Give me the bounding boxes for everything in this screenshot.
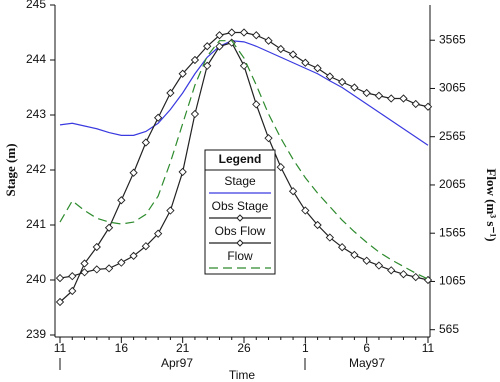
data-point <box>227 38 236 47</box>
data-point <box>153 113 163 122</box>
data-point <box>203 42 212 51</box>
legend-title: Legend <box>219 152 262 166</box>
data-point <box>68 286 77 296</box>
y-tick-label: 242 <box>26 162 46 176</box>
data-point <box>399 94 408 103</box>
data-point <box>129 251 138 261</box>
series-line <box>59 40 429 280</box>
y-tick-label: 241 <box>26 217 46 231</box>
data-point <box>337 243 347 252</box>
data-point <box>288 187 298 196</box>
data-point <box>117 196 126 205</box>
x-tick-label: 11 <box>54 341 67 355</box>
data-point <box>166 88 175 98</box>
data-point <box>325 72 335 81</box>
data-point <box>350 83 359 92</box>
data-point <box>350 250 359 260</box>
data-point <box>141 138 151 147</box>
legend-label: Obs Flow <box>215 224 266 238</box>
y-tick-label: 239 <box>26 327 46 341</box>
data-point <box>215 42 224 51</box>
data-point <box>68 272 77 281</box>
data-point <box>215 31 224 40</box>
data-point <box>117 258 126 267</box>
legend-label: Flow <box>227 249 253 263</box>
legend-label: Obs Stage <box>212 199 269 213</box>
x-axis-label: Time <box>229 368 256 382</box>
x-tick-label: 21 <box>176 341 190 355</box>
data-point <box>264 36 273 45</box>
x-tick-label: 16 <box>115 341 129 355</box>
data-point <box>362 88 371 98</box>
data-point <box>387 94 396 103</box>
legend-label: Stage <box>224 174 256 188</box>
y2-tick-label: 1565 <box>439 225 466 239</box>
data-point <box>104 264 114 273</box>
data-point <box>55 297 65 307</box>
data-point <box>411 99 420 109</box>
data-point <box>276 44 285 54</box>
x-tick-label: 1 <box>302 341 309 355</box>
data-point <box>313 64 322 73</box>
data-point <box>337 77 347 87</box>
data-point <box>92 242 101 252</box>
data-point <box>362 256 371 265</box>
x-tick-label: 6 <box>363 341 370 355</box>
y2-tick-label: 3565 <box>439 32 466 46</box>
y2-tick-label: 2565 <box>439 129 466 143</box>
data-point <box>203 61 212 70</box>
data-point <box>301 206 310 215</box>
data-point <box>423 102 433 111</box>
data-point <box>190 55 200 65</box>
data-point <box>313 220 322 230</box>
data-point <box>129 168 138 177</box>
data-point <box>190 109 200 119</box>
data-point <box>252 100 261 109</box>
data-point <box>387 266 396 275</box>
x-tick-label: 11 <box>422 341 435 355</box>
data-point <box>141 242 151 251</box>
data-point <box>80 268 89 277</box>
y-tick-label: 240 <box>26 272 46 286</box>
data-point <box>178 167 187 177</box>
month-label: Apr97 <box>161 356 193 370</box>
y2-axis-label: Flow (m³ s⁻¹) <box>484 168 499 241</box>
y-tick-label: 243 <box>26 107 46 121</box>
y2-tick-label: 2065 <box>439 177 466 191</box>
legend: Legend Stage Obs Stage Obs Flow Flow <box>204 149 276 275</box>
y-tick-label: 245 <box>26 0 46 11</box>
data-point <box>411 272 420 282</box>
data-point <box>301 58 310 67</box>
data-point <box>80 259 89 268</box>
data-point <box>264 134 273 143</box>
data-point <box>276 162 285 172</box>
data-point <box>153 229 163 238</box>
data-point <box>288 50 298 59</box>
month-label: May97 <box>349 356 385 370</box>
data-point <box>178 69 187 78</box>
y-axis-label: Stage (m) <box>3 143 18 196</box>
y-tick-label: 244 <box>26 52 46 66</box>
data-point <box>227 28 236 37</box>
y2-tick-label: 3065 <box>439 81 466 95</box>
data-point <box>252 31 261 40</box>
data-point <box>325 233 335 242</box>
y2-tick-label: 1065 <box>439 274 466 288</box>
legend-marker <box>236 214 244 222</box>
legend-box <box>204 149 276 275</box>
data-point <box>399 270 408 279</box>
y2-tick-label: 565 <box>439 322 459 336</box>
data-point <box>374 91 384 100</box>
legend-marker <box>236 239 244 247</box>
x-tick-label: 26 <box>237 341 251 355</box>
data-point <box>166 206 175 215</box>
series-line <box>59 40 429 146</box>
data-point <box>92 265 101 274</box>
data-point <box>374 261 384 270</box>
data-point <box>55 273 65 283</box>
data-point <box>104 223 114 232</box>
data-point <box>239 28 249 37</box>
